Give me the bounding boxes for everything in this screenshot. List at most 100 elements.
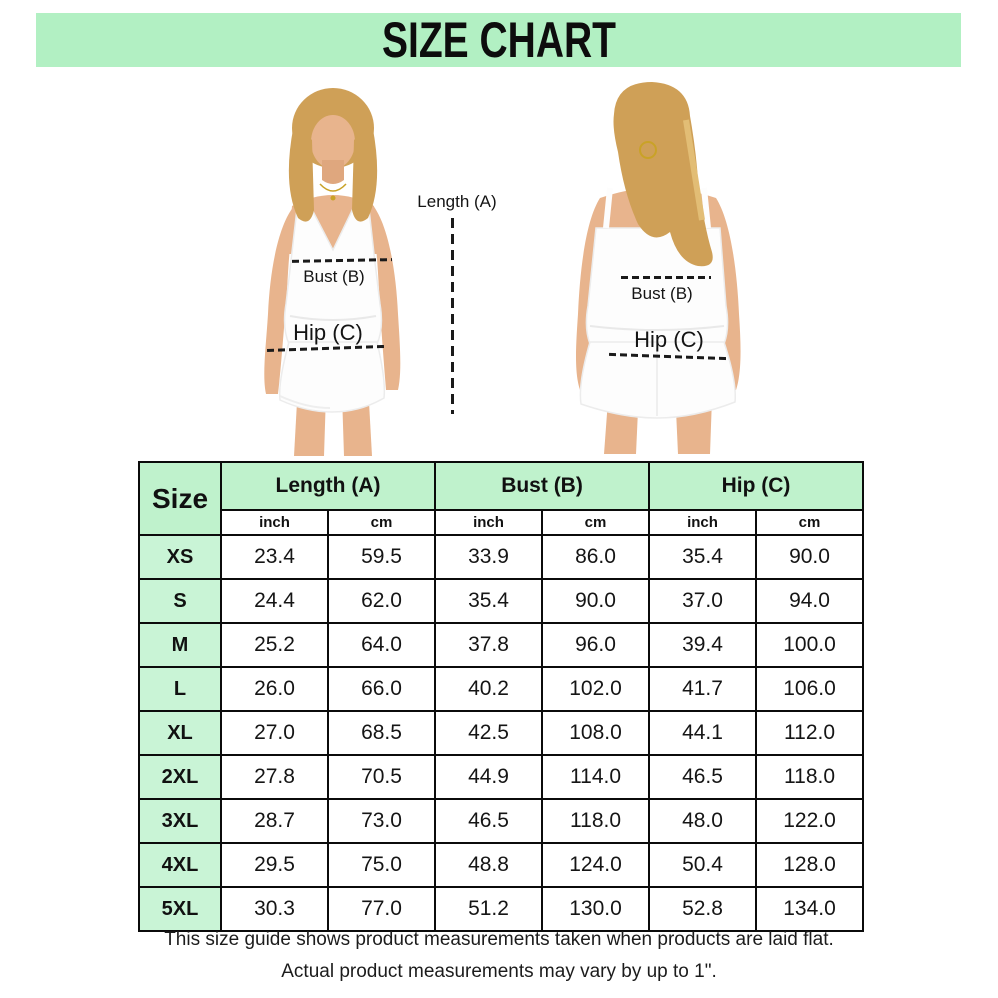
size-row-label: M (138, 622, 222, 668)
size-row-label: 4XL (138, 842, 222, 888)
measurement-cell: 46.5 (648, 754, 758, 800)
front-bust-measure-label: Bust (B) (303, 267, 365, 286)
measurement-cell: 39.4 (648, 622, 758, 668)
front-model-illustration (264, 88, 401, 456)
measurement-cell: 73.0 (326, 798, 437, 844)
length-dashed-line (451, 218, 454, 414)
front-model-photo (210, 84, 450, 456)
measurement-cell: 48.8 (434, 842, 544, 888)
back-model-photo (546, 80, 774, 454)
size-row-label: S (138, 578, 222, 624)
measurement-cell: 122.0 (755, 798, 865, 844)
measurement-cell: 124.0 (541, 842, 651, 888)
size-row-label: XS (138, 534, 222, 580)
measurement-cell: 27.8 (220, 754, 329, 800)
table-row: XL 27.0 68.5 42.5 108.0 44.1 112.0 (138, 710, 865, 756)
measurement-cell: 86.0 (541, 534, 651, 580)
measurement-cell: 66.0 (326, 666, 437, 712)
size-row-label: 5XL (138, 886, 222, 932)
measurement-cell: 130.0 (541, 886, 651, 932)
measurement-cell: 40.2 (434, 666, 544, 712)
table-row: 2XL 27.8 70.5 44.9 114.0 46.5 118.0 (138, 754, 865, 800)
measurement-cell: 44.1 (648, 710, 758, 756)
size-column-header: Size (138, 461, 222, 536)
front-left-arm (264, 206, 300, 394)
size-chart-table: Size Length (A) Bust (B) Hip (C) inch cm… (138, 461, 865, 932)
measurement-cell: 108.0 (541, 710, 651, 756)
table-unit-row: inch cm inch cm inch cm (139, 509, 865, 536)
front-necklace (319, 183, 347, 192)
back-bust-dashed-line (621, 276, 711, 279)
measurement-cell: 46.5 (434, 798, 544, 844)
size-guide-note-line2: Actual product measurements may vary by … (281, 961, 717, 982)
table-row: 5XL 30.3 77.0 51.2 130.0 52.8 134.0 (138, 886, 865, 932)
page-title: SIZE CHART (381, 12, 616, 68)
front-hair-left-lock (288, 124, 314, 222)
size-row-label: 2XL (138, 754, 222, 800)
unit-header: inch (648, 509, 758, 536)
measurement-cell: 59.5 (326, 534, 437, 580)
measurement-cell: 41.7 (648, 666, 758, 712)
back-waist-seam (589, 325, 725, 331)
front-shorts-hem (279, 395, 331, 409)
measurement-cell: 42.5 (434, 710, 544, 756)
length-group-header: Length (A) (219, 461, 437, 511)
table-row: XS 23.4 59.5 33.9 86.0 35.4 90.0 (138, 534, 865, 580)
length-measure-label: Length (A) (417, 192, 497, 211)
back-model-illustration (576, 82, 741, 454)
size-row-label: L (138, 666, 222, 712)
size-guide-note-line1: This size guide shows product measuremen… (164, 929, 834, 950)
measurement-cell: 96.0 (541, 622, 651, 668)
unit-header: cm (755, 509, 865, 536)
front-hip-measure-label: Hip (C) (293, 320, 363, 345)
measurement-cell: 62.0 (326, 578, 437, 624)
measurement-cell: 44.9 (434, 754, 544, 800)
table-row: M 25.2 64.0 37.8 96.0 39.4 100.0 (138, 622, 865, 668)
hoop-earring (639, 141, 657, 159)
front-hair-right-lock (352, 124, 378, 222)
measurement-cell: 102.0 (541, 666, 651, 712)
measurement-cell: 25.2 (220, 622, 329, 668)
front-waist-seam (289, 315, 377, 321)
measurement-cell: 90.0 (541, 578, 651, 624)
measurement-cell: 37.8 (434, 622, 544, 668)
measurement-cell: 35.4 (434, 578, 544, 624)
back-left-strap (603, 187, 613, 229)
measurement-cell: 70.5 (326, 754, 437, 800)
measurement-cell: 27.0 (220, 710, 329, 756)
table-row: S 24.4 62.0 35.4 90.0 37.0 94.0 (138, 578, 865, 624)
measurement-cell: 28.7 (220, 798, 329, 844)
measurement-cell: 75.0 (326, 842, 437, 888)
back-hair-highlight (683, 119, 705, 221)
measurement-cell: 114.0 (541, 754, 651, 800)
front-right-arm (366, 204, 401, 390)
measurement-cell: 52.8 (648, 886, 758, 932)
measurement-cell: 90.0 (755, 534, 865, 580)
table-row: 3XL 28.7 73.0 46.5 118.0 48.0 122.0 (138, 798, 865, 844)
measurement-cell: 134.0 (755, 886, 865, 932)
back-bust-measure-label: Bust (B) (631, 284, 693, 303)
measurement-cell: 64.0 (326, 622, 437, 668)
measurement-cell: 94.0 (755, 578, 865, 624)
front-neck (322, 160, 344, 184)
unit-header: inch (220, 509, 329, 536)
measurement-cell: 37.0 (648, 578, 758, 624)
back-hip-measure-label: Hip (C) (634, 327, 704, 352)
measurement-cell: 106.0 (755, 666, 865, 712)
measurement-cell: 33.9 (434, 534, 544, 580)
front-face (311, 115, 355, 169)
table-row: 4XL 29.5 75.0 48.8 124.0 50.4 128.0 (138, 842, 865, 888)
measurement-cell: 50.4 (648, 842, 758, 888)
front-romper-shorts (278, 341, 386, 413)
measurement-cell: 35.4 (648, 534, 758, 580)
measurement-cell: 48.0 (648, 798, 758, 844)
size-row-label: XL (138, 710, 222, 756)
unit-header: cm (326, 509, 437, 536)
measurement-cell: 118.0 (755, 754, 865, 800)
measurement-cell: 29.5 (220, 842, 329, 888)
measurement-cell: 77.0 (326, 886, 437, 932)
table-row: L 26.0 66.0 40.2 102.0 41.7 106.0 (138, 666, 865, 712)
table-header-row: Size Length (A) Bust (B) Hip (C) (138, 461, 865, 536)
unit-header: cm (541, 509, 651, 536)
front-necklace-pendant (330, 195, 336, 201)
